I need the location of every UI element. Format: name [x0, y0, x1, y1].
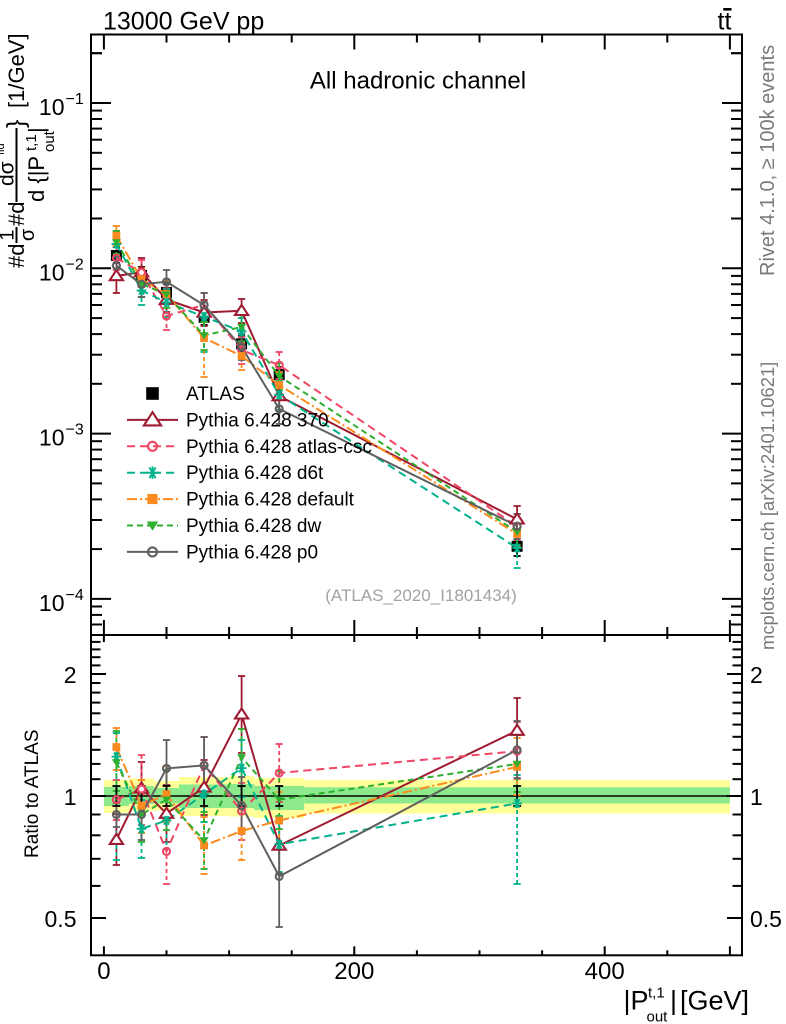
svg-text:200: 200 [334, 958, 374, 985]
svg-text:2: 2 [64, 662, 77, 688]
svg-text:−4: −4 [66, 587, 84, 604]
svg-text:10: 10 [39, 259, 65, 285]
svg-text:[1/GeV]: [1/GeV] [4, 33, 29, 108]
svg-text:[GeV]: [GeV] [680, 986, 749, 1016]
svg-text:−2: −2 [66, 256, 84, 273]
svg-text:All hadronic channel: All hadronic channel [310, 68, 526, 95]
svg-text:out: out [41, 130, 58, 152]
svg-text:1: 1 [64, 784, 77, 810]
svg-text:10: 10 [39, 590, 65, 616]
svg-text:1: 1 [0, 229, 19, 240]
svg-text:|: | [670, 986, 677, 1016]
svg-text:dσ: dσ [0, 161, 19, 186]
svg-text:−1: −1 [66, 91, 84, 108]
svg-text:2: 2 [750, 662, 763, 688]
svg-text:0: 0 [97, 958, 110, 985]
svg-text:Pythia 6.428 370: Pythia 6.428 370 [186, 410, 329, 431]
svg-text:−3: −3 [66, 422, 84, 439]
svg-text:Ratio to ATLAS: Ratio to ATLAS [22, 730, 43, 859]
svg-text:Pythia 6.428 d6t: Pythia 6.428 d6t [186, 463, 324, 484]
svg-text:Pythia 6.428 default: Pythia 6.428 default [186, 490, 355, 511]
svg-text:tt: tt [718, 8, 732, 36]
svg-text:#d: #d [4, 202, 29, 226]
svg-text:out: out [647, 1009, 669, 1024]
svg-text:13000 GeV pp: 13000 GeV pp [103, 8, 264, 36]
svg-text:t,1: t,1 [23, 134, 40, 151]
svg-text:mcplots.cern.ch [arXiv:2401.10: mcplots.cern.ch [arXiv:2401.10621] [757, 362, 778, 650]
svg-text:Rivet 4.1.0, ≥ 100k events: Rivet 4.1.0, ≥ 100k events [757, 45, 779, 276]
svg-text:0.5: 0.5 [750, 906, 782, 932]
svg-text:|P: |P [624, 986, 649, 1016]
svg-text:|: | [24, 127, 49, 133]
svg-text:(ATLAS_2020_I1801434): (ATLAS_2020_I1801434) [325, 586, 517, 605]
svg-text:0.5: 0.5 [45, 906, 77, 932]
svg-text:σ: σ [17, 228, 39, 241]
svg-text:Pythia 6.428 p0: Pythia 6.428 p0 [186, 542, 318, 563]
svg-text:d {|P: d {|P [24, 156, 49, 202]
svg-text:ATLAS: ATLAS [186, 384, 245, 405]
svg-text:10: 10 [39, 425, 65, 451]
svg-text:10: 10 [39, 94, 65, 120]
svg-text:t,1: t,1 [648, 985, 665, 1002]
svg-text:1: 1 [750, 784, 763, 810]
svg-text:#d: #d [4, 244, 29, 268]
svg-text:fid: fid [0, 143, 7, 155]
svg-text:Pythia 6.428 dw: Pythia 6.428 dw [186, 516, 321, 537]
svg-text:Pythia 6.428 atlas-csc: Pythia 6.428 atlas-csc [186, 437, 372, 458]
svg-text:}: } [2, 120, 30, 128]
svg-text:400: 400 [585, 958, 625, 985]
